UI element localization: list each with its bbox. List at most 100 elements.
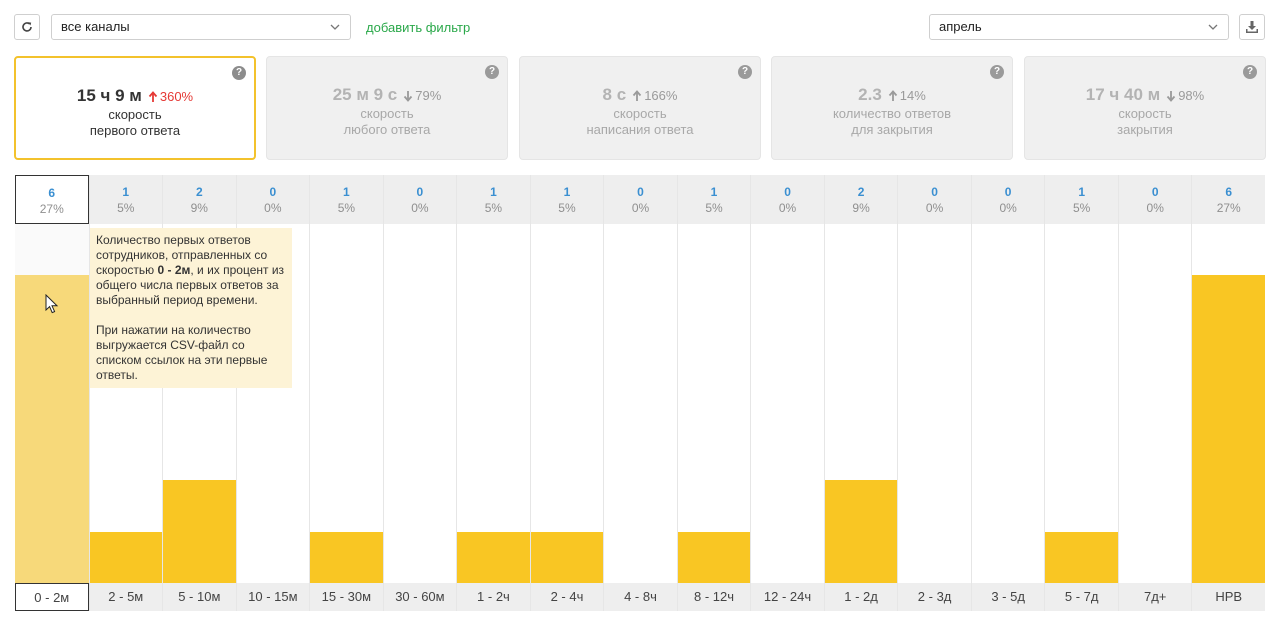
kpi-label-line2: закрытия [1117, 122, 1173, 137]
column-header[interactable]: 0 0% [604, 175, 677, 224]
bar[interactable] [15, 275, 89, 583]
category-label[interactable]: 2 - 3д [898, 583, 971, 611]
kpi-card-writing-speed[interactable]: ? 8 с 166% скорость написания ответа [519, 56, 761, 160]
bar[interactable] [1045, 531, 1118, 583]
refresh-icon [22, 22, 32, 32]
percent-label: 0% [411, 201, 429, 215]
column-body [824, 224, 898, 583]
category-label[interactable]: 3 - 5д [971, 583, 1045, 611]
column-body [1045, 224, 1118, 583]
bar[interactable] [457, 531, 530, 583]
bar[interactable] [89, 531, 163, 583]
help-icon[interactable]: ? [485, 65, 499, 79]
category-label[interactable]: 10 - 15м [236, 583, 310, 611]
mouse-cursor-icon [45, 294, 59, 314]
column-header[interactable]: 0 0% [1118, 175, 1192, 224]
help-icon[interactable]: ? [990, 65, 1004, 79]
chart-column: 1 5% 15 - 30м [309, 175, 383, 611]
chart-column: 0 0% 7д+ [1117, 175, 1192, 611]
count-label[interactable]: 0 [1004, 185, 1012, 199]
count-label[interactable]: 1 [1078, 185, 1085, 199]
bar[interactable] [677, 531, 751, 583]
kpi-percent: 14% [899, 88, 926, 103]
bar[interactable] [310, 531, 383, 583]
column-header[interactable]: 6 27% [15, 175, 89, 224]
bar[interactable] [163, 480, 236, 583]
category-label[interactable]: 4 - 8ч [604, 583, 677, 611]
column-header[interactable]: 1 5% [310, 175, 383, 224]
kpi-label-line1: количество ответов [832, 106, 952, 121]
category-label[interactable]: 8 - 12ч [677, 583, 751, 611]
count-label[interactable]: 0 [784, 185, 791, 199]
column-header[interactable]: 0 0% [236, 175, 310, 224]
column-header[interactable]: 6 27% [1192, 175, 1265, 224]
category-label[interactable]: НРВ [1192, 583, 1265, 611]
bar[interactable] [530, 531, 604, 583]
add-filter-link[interactable]: добавить фильтр [366, 20, 471, 35]
channel-select[interactable]: все каналы [51, 14, 351, 40]
count-label[interactable]: 0 [1151, 185, 1159, 199]
toolbar: все каналы добавить фильтр апрель [0, 0, 1280, 48]
column-header[interactable]: 0 0% [898, 175, 971, 224]
category-label[interactable]: 2 - 4ч [530, 583, 604, 611]
column-body [604, 224, 677, 583]
percent-label: 9% [190, 201, 208, 215]
category-label[interactable]: 0 - 2м [15, 583, 89, 611]
period-select[interactable]: апрель [929, 14, 1229, 40]
kpi-metric: 15 ч 9 м 360% [16, 85, 254, 107]
category-label[interactable]: 12 - 24ч [751, 583, 824, 611]
kpi-card-responses-to-close[interactable]: ? 2.3 14% количество ответов для закрытия [771, 56, 1013, 160]
category-label[interactable]: 5 - 10м [163, 583, 236, 611]
count-label[interactable]: 1 [343, 185, 350, 199]
kpi-metric: 2.3 14% [772, 84, 1012, 106]
column-header[interactable]: 1 5% [89, 175, 163, 224]
bar[interactable] [824, 480, 898, 583]
count-label[interactable]: 1 [710, 185, 718, 199]
count-label[interactable]: 0 [269, 185, 277, 199]
column-header[interactable]: 1 5% [677, 175, 751, 224]
count-label[interactable]: 1 [490, 185, 497, 199]
count-label[interactable]: 2 [195, 185, 203, 199]
count-label[interactable]: 1 [563, 185, 571, 199]
count-label[interactable]: 2 [857, 185, 865, 199]
percent-label: 0% [264, 201, 282, 215]
response-speed-chart: 6 27% 0 - 2м 1 5% 2 - 5м 2 9% 5 - 10м 0 0% 10 - 15м… [15, 175, 1265, 611]
count-label[interactable]: 0 [416, 185, 424, 199]
column-header[interactable]: 0 0% [751, 175, 824, 224]
count-label[interactable]: 0 [931, 185, 938, 199]
chart-column: 0 0% 12 - 24ч [750, 175, 824, 611]
column-header[interactable]: 2 9% [824, 175, 898, 224]
category-label[interactable]: 5 - 7д [1045, 583, 1118, 611]
bar[interactable] [1192, 275, 1265, 583]
column-header[interactable]: 1 5% [530, 175, 604, 224]
help-icon[interactable]: ? [738, 65, 752, 79]
category-label[interactable]: 2 - 5м [89, 583, 163, 611]
count-label[interactable]: 6 [48, 186, 56, 200]
column-header[interactable]: 0 0% [971, 175, 1045, 224]
count-label[interactable]: 1 [122, 185, 130, 199]
kpi-label-line2: любого ответа [343, 122, 431, 137]
kpi-metric: 8 с 166% [520, 84, 760, 106]
category-label[interactable]: 30 - 60м [383, 583, 457, 611]
column-header[interactable]: 1 5% [457, 175, 530, 224]
column-header[interactable]: 1 5% [1045, 175, 1118, 224]
kpi-card-first-response[interactable]: ? 15 ч 9 м 360% скорость первого ответа [14, 56, 256, 160]
category-label[interactable]: 15 - 30м [310, 583, 383, 611]
chart-column: 1 5% 2 - 4ч [529, 175, 604, 611]
count-label[interactable]: 0 [637, 185, 644, 199]
kpi-card-any-response[interactable]: ? 25 м 9 с 79% скорость любого ответа [266, 56, 508, 160]
category-label[interactable]: 1 - 2д [824, 583, 898, 611]
count-label[interactable]: 6 [1225, 185, 1233, 199]
download-button[interactable] [1239, 14, 1265, 40]
chart-column: 0 0% 3 - 5д [970, 175, 1045, 611]
column-body [1118, 224, 1192, 583]
help-icon[interactable]: ? [232, 66, 246, 80]
category-label[interactable]: 1 - 2ч [457, 583, 530, 611]
chart-column: 0 0% 4 - 8ч [603, 175, 677, 611]
kpi-card-close-speed[interactable]: ? 17 ч 40 м 98% скорость закрытия [1024, 56, 1266, 160]
refresh-button[interactable] [14, 14, 40, 40]
column-header[interactable]: 2 9% [163, 175, 236, 224]
column-header[interactable]: 0 0% [383, 175, 457, 224]
help-icon[interactable]: ? [1243, 65, 1257, 79]
category-label[interactable]: 7д+ [1118, 583, 1192, 611]
